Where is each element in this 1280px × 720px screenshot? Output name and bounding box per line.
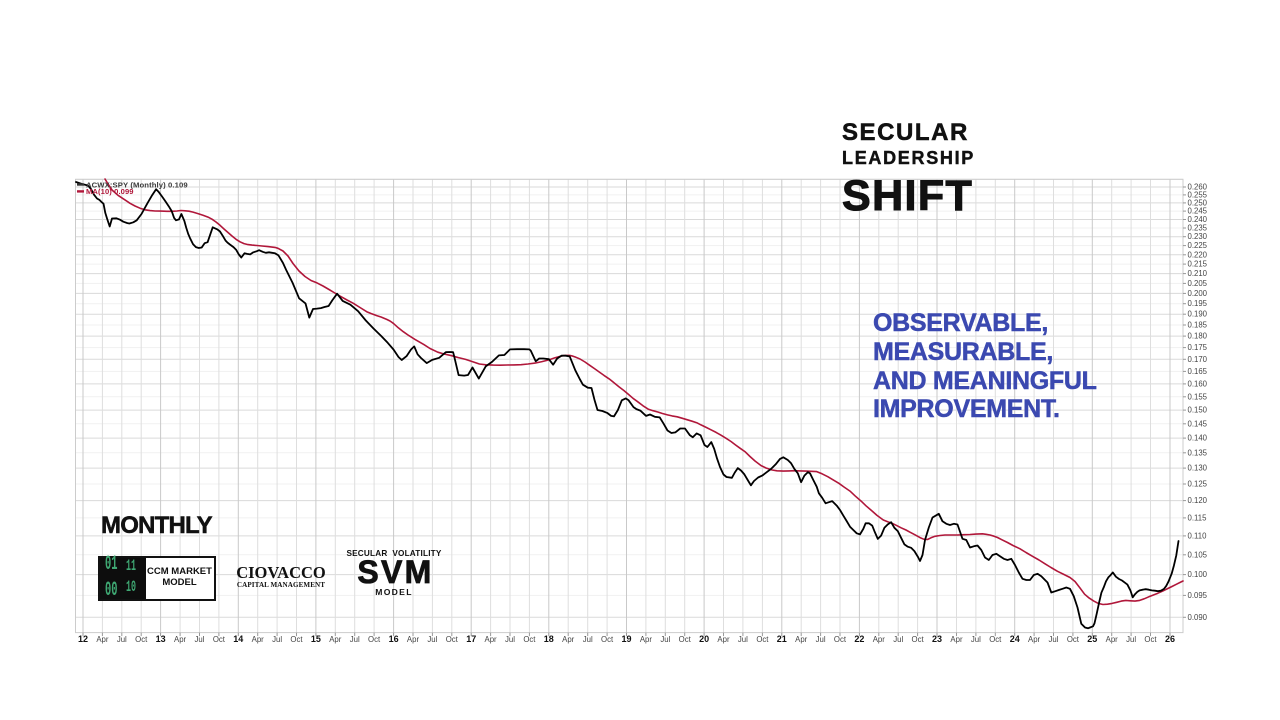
svg-text:0.160: 0.160	[1188, 379, 1208, 388]
svg-text:0.175: 0.175	[1188, 343, 1208, 352]
svg-text:Apr: Apr	[562, 635, 575, 644]
svg-text:0.115: 0.115	[1188, 513, 1208, 522]
svg-text:0.130: 0.130	[1188, 464, 1208, 473]
svg-text:Apr: Apr	[873, 635, 886, 644]
svg-text:Apr: Apr	[795, 635, 808, 644]
svg-text:Oct: Oct	[756, 635, 769, 644]
svg-text:Apr: Apr	[640, 635, 653, 644]
svg-text:0.230: 0.230	[1188, 232, 1208, 241]
svg-text:12: 12	[78, 634, 88, 644]
svg-text:Oct: Oct	[290, 635, 303, 644]
svg-text:Jul: Jul	[583, 635, 593, 644]
svg-text:0.165: 0.165	[1188, 367, 1208, 376]
svg-text:21: 21	[777, 634, 787, 644]
svg-text:Jul: Jul	[1049, 635, 1059, 644]
svg-text:0.180: 0.180	[1188, 332, 1208, 341]
svg-text:Oct: Oct	[601, 635, 614, 644]
svg-text:Jul: Jul	[350, 635, 360, 644]
svg-text:0.145: 0.145	[1188, 419, 1208, 428]
svg-text:0.090: 0.090	[1188, 613, 1208, 622]
svg-text:Oct: Oct	[912, 635, 925, 644]
svg-text:0.255: 0.255	[1188, 190, 1208, 199]
svg-text:0.155: 0.155	[1188, 392, 1208, 401]
svg-text:25: 25	[1087, 634, 1097, 644]
svg-text:0.135: 0.135	[1188, 448, 1208, 457]
svg-text:Jul: Jul	[195, 635, 205, 644]
svg-text:Apr: Apr	[407, 635, 420, 644]
svg-text:0.185: 0.185	[1188, 321, 1208, 330]
svg-text:Jul: Jul	[971, 635, 981, 644]
svg-text:0.195: 0.195	[1188, 299, 1208, 308]
svg-text:Oct: Oct	[679, 635, 692, 644]
svg-text:0.220: 0.220	[1188, 250, 1208, 259]
svg-text:24: 24	[1010, 634, 1020, 644]
svg-text:Jul: Jul	[427, 635, 437, 644]
svg-text:0.225: 0.225	[1188, 241, 1208, 250]
svg-text:Jul: Jul	[660, 635, 670, 644]
svg-text:0.105: 0.105	[1188, 550, 1208, 559]
svg-text:Apr: Apr	[1028, 635, 1041, 644]
svg-text:17: 17	[466, 634, 476, 644]
svg-text:23: 23	[932, 634, 942, 644]
svg-text:Jul: Jul	[117, 635, 127, 644]
svg-text:Oct: Oct	[523, 635, 536, 644]
svg-text:Jul: Jul	[1126, 635, 1136, 644]
svg-text:Jul: Jul	[272, 635, 282, 644]
svg-text:20: 20	[699, 634, 709, 644]
svg-text:0.240: 0.240	[1188, 215, 1208, 224]
svg-text:Oct: Oct	[834, 635, 847, 644]
svg-text:Oct: Oct	[1144, 635, 1157, 644]
svg-text:Oct: Oct	[446, 635, 459, 644]
svg-text:Jul: Jul	[738, 635, 748, 644]
svg-text:Jul: Jul	[893, 635, 903, 644]
svg-text:15: 15	[311, 634, 321, 644]
svg-text:MA(10) 0.099: MA(10) 0.099	[86, 187, 134, 196]
svg-text:13: 13	[156, 634, 166, 644]
svg-text:0.140: 0.140	[1188, 434, 1208, 443]
svg-text:16: 16	[389, 634, 399, 644]
svg-text:Apr: Apr	[950, 635, 963, 644]
svg-text:19: 19	[621, 634, 631, 644]
svg-text:Apr: Apr	[485, 635, 498, 644]
svg-text:22: 22	[854, 634, 864, 644]
svg-text:0.205: 0.205	[1188, 279, 1208, 288]
svg-text:0.150: 0.150	[1188, 406, 1208, 415]
svg-text:Apr: Apr	[174, 635, 187, 644]
svg-text:0.200: 0.200	[1188, 289, 1208, 298]
svg-text:Oct: Oct	[213, 635, 226, 644]
svg-text:0.235: 0.235	[1188, 224, 1208, 233]
svg-text:Apr: Apr	[717, 635, 730, 644]
svg-text:0.095: 0.095	[1188, 591, 1208, 600]
svg-text:Apr: Apr	[329, 635, 342, 644]
svg-text:0.100: 0.100	[1188, 570, 1208, 579]
svg-text:ACWX:SPY (Monthly) 0.109: ACWX:SPY (Monthly) 0.109	[86, 180, 188, 189]
svg-text:Oct: Oct	[1067, 635, 1080, 644]
svg-text:0.190: 0.190	[1188, 310, 1208, 319]
svg-text:Jul: Jul	[505, 635, 515, 644]
svg-text:0.120: 0.120	[1188, 496, 1208, 505]
svg-text:Apr: Apr	[252, 635, 265, 644]
svg-text:Oct: Oct	[368, 635, 381, 644]
svg-text:Apr: Apr	[1106, 635, 1119, 644]
svg-text:Oct: Oct	[989, 635, 1002, 644]
svg-text:Jul: Jul	[816, 635, 826, 644]
svg-text:0.215: 0.215	[1188, 260, 1208, 269]
svg-text:0.110: 0.110	[1188, 531, 1208, 540]
svg-text:0.170: 0.170	[1188, 355, 1208, 364]
svg-text:0.260: 0.260	[1188, 183, 1208, 192]
svg-text:18: 18	[544, 634, 554, 644]
svg-text:Apr: Apr	[96, 635, 109, 644]
svg-text:0.250: 0.250	[1188, 198, 1208, 207]
svg-text:14: 14	[233, 634, 243, 644]
svg-text:Oct: Oct	[135, 635, 148, 644]
svg-text:0.210: 0.210	[1188, 269, 1208, 278]
svg-text:0.125: 0.125	[1188, 480, 1208, 489]
svg-text:0.245: 0.245	[1188, 207, 1208, 216]
svg-text:26: 26	[1165, 634, 1175, 644]
